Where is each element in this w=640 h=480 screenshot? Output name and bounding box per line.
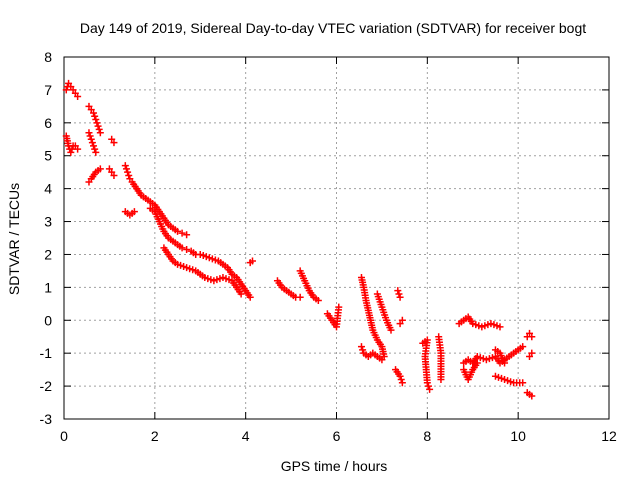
data-point [67, 148, 75, 156]
data-point [110, 171, 118, 179]
data-point [92, 148, 100, 156]
y-tick-label: 3 [44, 214, 52, 230]
data-point [519, 379, 527, 387]
chart-title: Day 149 of 2019, Sidereal Day-to-day VTE… [80, 20, 586, 36]
data-point [92, 116, 100, 124]
data-point [96, 129, 104, 137]
data-point [424, 382, 432, 390]
data-point [528, 333, 536, 341]
data-point [496, 323, 504, 331]
data-point [174, 227, 182, 235]
data-point [110, 139, 118, 147]
data-point [124, 168, 132, 176]
x-tick-label: 12 [601, 428, 617, 444]
x-tick-label: 2 [151, 428, 159, 444]
x-tick-label: 0 [60, 428, 68, 444]
data-point [359, 346, 367, 354]
data-point [314, 297, 322, 305]
grid-lines [64, 57, 609, 419]
y-tick-label: -3 [40, 411, 53, 427]
data-point [62, 86, 70, 94]
data-point [183, 246, 191, 254]
x-axis-label: GPS time / hours [281, 458, 388, 474]
y-tick-label: 0 [44, 312, 52, 328]
x-tick-label: 10 [510, 428, 526, 444]
data-point [237, 290, 245, 298]
data-point [88, 139, 96, 147]
x-tick-label: 8 [423, 428, 431, 444]
data-point [178, 229, 186, 237]
data-point [85, 129, 93, 137]
data-point [519, 343, 527, 351]
data-point [91, 145, 99, 153]
data-point [178, 244, 186, 252]
data-point [94, 122, 102, 130]
data-point [93, 119, 101, 127]
data-point [248, 257, 256, 265]
data-point [121, 162, 129, 170]
data-marks [62, 79, 536, 400]
data-point [378, 356, 386, 364]
y-tick-label: -1 [40, 345, 53, 361]
data-point [96, 165, 104, 173]
data-point [528, 392, 536, 400]
y-tick-label: -2 [40, 378, 53, 394]
data-point [395, 290, 403, 298]
data-point [335, 303, 343, 311]
data-point [426, 385, 434, 393]
data-point [125, 171, 133, 179]
data-point [398, 379, 406, 387]
y-tick-label: 1 [44, 279, 52, 295]
data-point [357, 343, 365, 351]
data-point [501, 359, 509, 367]
data-point [183, 231, 191, 239]
data-point [397, 376, 405, 384]
data-point [473, 359, 481, 367]
data-point [122, 165, 130, 173]
data-point [74, 92, 82, 100]
y-axis-label: SDTVAR / TECUs [6, 183, 22, 295]
data-point [387, 326, 395, 334]
data-point [246, 293, 254, 301]
data-point [423, 379, 431, 387]
data-point [396, 293, 404, 301]
data-point [296, 293, 304, 301]
data-point [90, 142, 98, 150]
data-point [74, 145, 82, 153]
x-tick-label: 4 [242, 428, 250, 444]
x-tick-label: 6 [333, 428, 341, 444]
data-point [398, 316, 406, 324]
data-point [130, 208, 138, 216]
y-tick-label: 6 [44, 115, 52, 131]
y-tick-label: 2 [44, 246, 52, 262]
data-point [87, 135, 95, 143]
y-tick-label: 4 [44, 181, 52, 197]
y-tick-label: 7 [44, 82, 52, 98]
data-point [95, 125, 103, 133]
data-point [394, 287, 402, 295]
y-tick-label: 8 [44, 49, 52, 65]
data-point [396, 372, 404, 380]
y-tick-label: 5 [44, 148, 52, 164]
data-point [90, 109, 98, 117]
data-point [437, 376, 445, 384]
data-point [528, 349, 536, 357]
data-point [91, 112, 99, 120]
data-point [86, 132, 94, 140]
